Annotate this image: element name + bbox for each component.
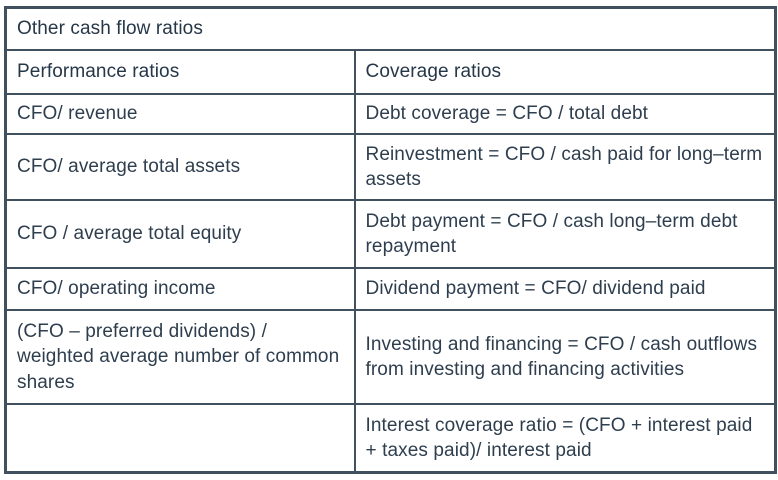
cash-flow-ratios-table: Other cash flow ratios Performance ratio…: [4, 6, 778, 474]
performance-ratio-cell: CFO/ average total assets: [4, 133, 356, 201]
table-row: CFO/ revenue Debt coverage = CFO / total…: [4, 93, 777, 135]
table-row: CFO/ average total assets Reinvestment =…: [4, 133, 777, 201]
coverage-ratio-cell: Debt payment = CFO / cash long–term debt…: [353, 199, 777, 269]
table-row: CFO/ operating income Dividend payment =…: [4, 267, 777, 311]
coverage-ratio-cell: Reinvestment = CFO / cash paid for long–…: [353, 133, 777, 201]
performance-ratio-cell: (CFO – preferred dividends) / weighted a…: [4, 309, 356, 405]
coverage-ratio-cell: Dividend payment = CFO/ dividend paid: [353, 267, 777, 311]
coverage-ratio-cell: Debt coverage = CFO / total debt: [353, 93, 777, 135]
performance-ratio-cell: CFO/ operating income: [4, 267, 356, 311]
performance-ratio-cell-empty: [4, 403, 356, 474]
table-row: CFO / average total equity Debt payment …: [4, 199, 777, 269]
table-header-row: Performance ratios Coverage ratios: [4, 49, 777, 95]
performance-ratio-cell: CFO/ revenue: [4, 93, 356, 135]
coverage-ratio-cell: Investing and financing = CFO / cash out…: [353, 309, 777, 405]
table-row: Interest coverage ratio = (CFO + interes…: [4, 403, 777, 474]
coverage-ratio-cell: Interest coverage ratio = (CFO + interes…: [353, 403, 777, 474]
table-title: Other cash flow ratios: [4, 6, 777, 51]
performance-ratio-cell: CFO / average total equity: [4, 199, 356, 269]
table-row: (CFO – preferred dividends) / weighted a…: [4, 309, 777, 405]
table-title-row: Other cash flow ratios: [4, 6, 777, 51]
column-header-coverage-ratios: Coverage ratios: [353, 49, 777, 95]
column-header-performance-ratios: Performance ratios: [4, 49, 356, 95]
